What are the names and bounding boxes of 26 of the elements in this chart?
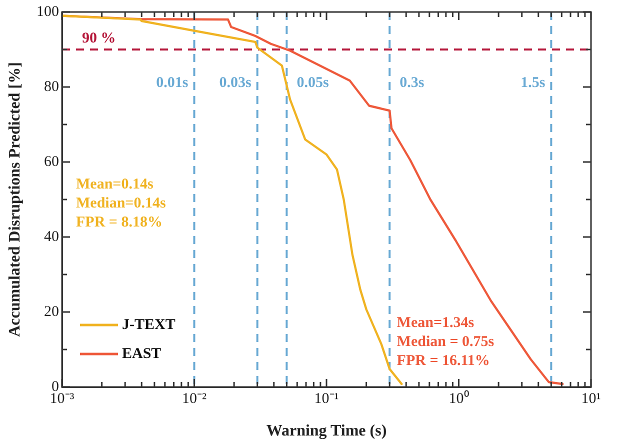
annotation: Median=0.14s [76, 195, 166, 212]
legend-label: J-TEXT [122, 316, 176, 333]
ref-line-label: 90 % [82, 30, 116, 46]
y-tick-label: 60 [44, 154, 59, 170]
x-axis-title: Warning Time (s) [266, 422, 387, 440]
x-tick-label: 10⁻² [182, 390, 207, 407]
x-tick-label: 10⁻¹ [314, 390, 339, 407]
ref-line-label: 0.05s [296, 75, 329, 92]
y-tick-label: 100 [36, 4, 59, 20]
annotation: Median = 0.75s [396, 334, 494, 350]
y-tick-label: 80 [44, 78, 59, 95]
y-tick-label: 20 [44, 304, 59, 320]
annotation: Mean=0.14s [76, 176, 154, 192]
x-tick-label: 10⁰ [448, 390, 469, 407]
ref-line-label: 0.3s [400, 75, 424, 92]
annotation: FPR = 8.18% [76, 214, 162, 230]
annotation: FPR = 16.11% [396, 353, 490, 370]
y-tick-label: 40 [44, 228, 59, 245]
x-tick-label: 10¹ [581, 390, 601, 407]
legend-label: EAST [122, 346, 162, 362]
x-tick-label: 10⁻³ [50, 390, 75, 407]
ref-line-label: 1.5s [520, 75, 546, 92]
ref-line-label: 0.01s [156, 75, 188, 92]
y-axis-title: Accumulated Disruptions Predicted [%] [6, 62, 24, 337]
annotation: Mean=1.34s [396, 315, 474, 332]
ref-line-label: 0.03s [219, 75, 252, 92]
